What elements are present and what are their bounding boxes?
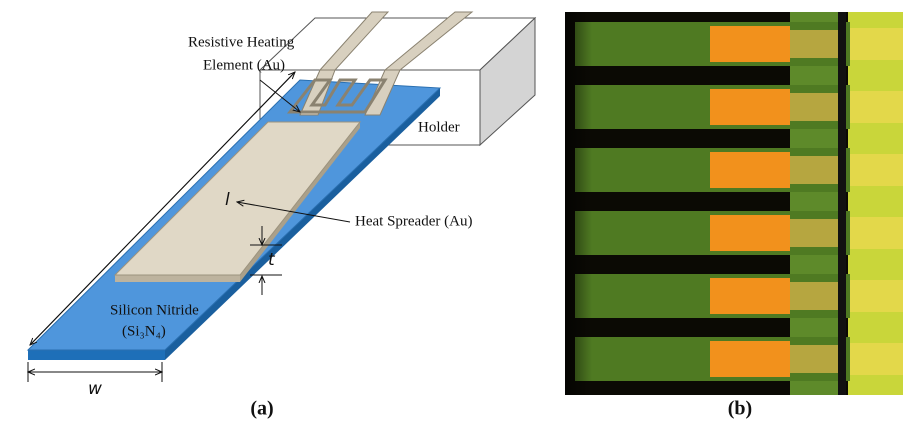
label: Silicon Nitride [110,302,199,318]
label: w [88,379,102,399]
label: Element (Au) [203,57,285,73]
label: Resistive Heating [188,34,295,50]
micrograph-b [565,12,903,395]
label: (Si₃N₄) [122,323,166,339]
label: Heat Spreader (Au) [355,213,472,229]
panel-label: (b) [728,398,752,420]
label: Holder [418,119,460,135]
photo-region [565,12,903,395]
diagram-a: Resistive Heating Element (Au) Holder He… [28,12,535,420]
panel-label: (a) [250,398,273,420]
figure: Resistive Heating Element (Au) Holder He… [0,0,903,429]
label: l [225,190,230,210]
